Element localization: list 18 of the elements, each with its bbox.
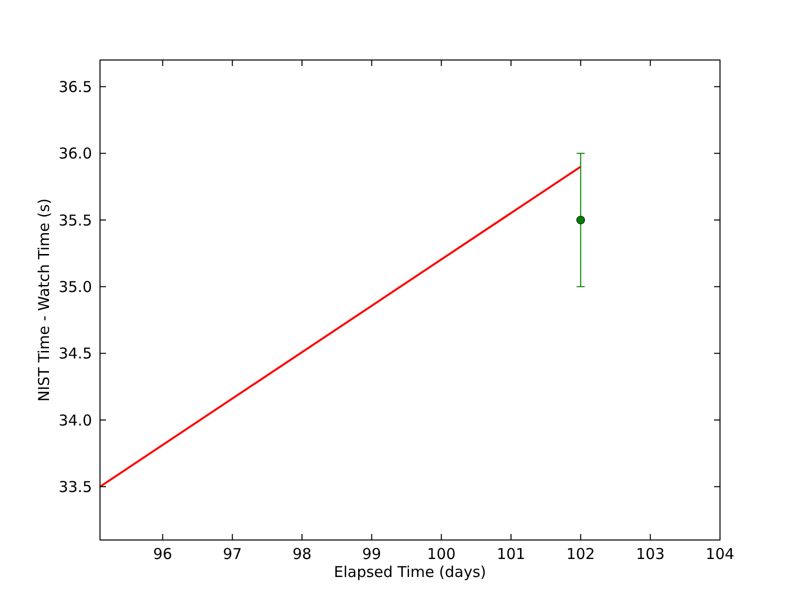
y-tick-label: 34.5 (58, 344, 92, 363)
x-axis-title: Elapsed Time (days) (334, 563, 486, 581)
y-tick-label: 35.0 (58, 278, 92, 296)
x-tick-label: 96 (153, 545, 172, 563)
x-tick-label: 100 (427, 545, 456, 563)
x-tick-label: 104 (706, 545, 734, 563)
y-tick-label: 36.0 (58, 144, 92, 163)
x-tick-label: 103 (636, 545, 665, 563)
y-tick-label: 36.5 (58, 78, 92, 96)
y-axis-title: NIST Time - Watch Time (s) (35, 198, 53, 402)
y-tick-label: 33.5 (58, 478, 92, 496)
x-tick-label: 98 (292, 545, 312, 563)
x-tick-label: 99 (362, 545, 382, 563)
x-tick-label: 101 (496, 545, 526, 563)
y-tick-label: 35.5 (58, 211, 92, 230)
x-tick-label: 102 (566, 545, 595, 563)
y-tick-label: 34.0 (58, 411, 92, 430)
x-tick-label: 97 (222, 545, 242, 563)
